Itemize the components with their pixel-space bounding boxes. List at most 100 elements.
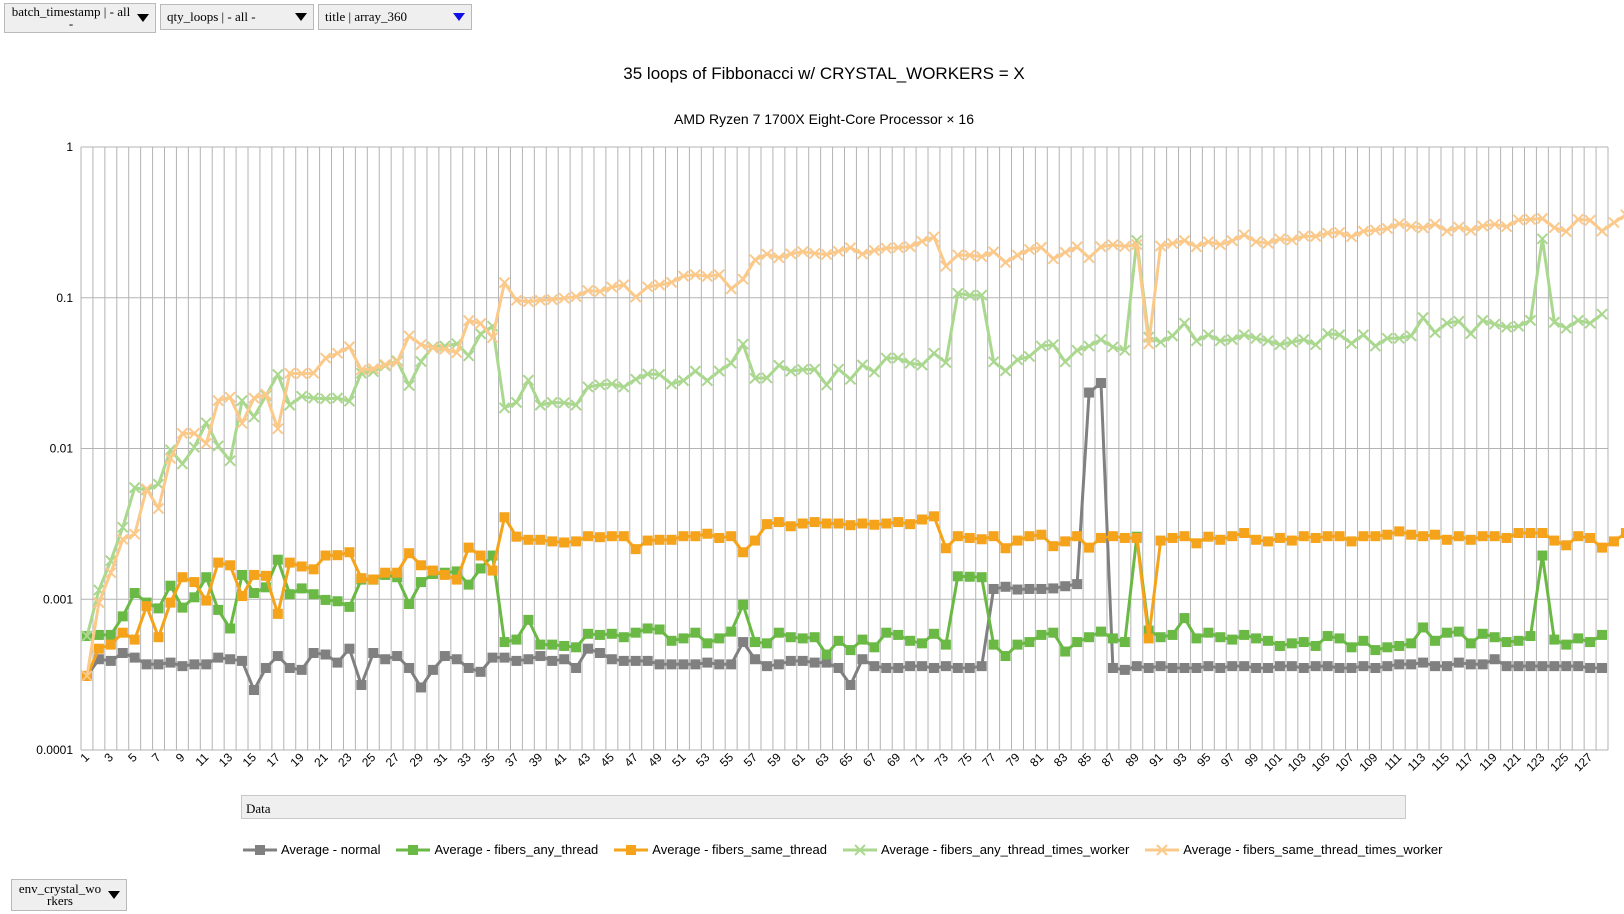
data-point [499,637,510,648]
data-point [367,363,379,375]
data-point [535,534,546,545]
qty-loops-filter[interactable]: qty_loops | - all - [160,4,314,30]
x-tick-label: 95 [1194,750,1214,770]
data-point [475,666,486,677]
x-tick-label: 35 [478,750,498,770]
data-point [821,649,832,660]
data-point [487,565,498,576]
data-point [368,574,379,585]
x-tick-label: 105 [1309,750,1333,774]
data-point [559,537,570,548]
data-point [952,287,964,300]
data-point [964,571,975,582]
data-point [1060,581,1071,592]
data-point [1608,216,1620,229]
x-tick-label: 59 [765,750,785,770]
data-field-button[interactable]: Data [241,795,1406,819]
data-point [1083,252,1095,264]
data-point [1512,320,1525,332]
data-point [1370,662,1381,673]
data-point [1549,535,1560,546]
data-point [498,402,511,414]
data-point [1203,661,1214,672]
data-point [1119,637,1130,648]
data-point [1214,238,1226,251]
data-point [917,661,928,672]
data-point [665,276,678,289]
batch-timestamp-filter[interactable]: batch_timestamp | - all - [4,3,156,33]
data-point [1501,661,1512,672]
data-point [606,531,617,542]
data-point [571,536,582,547]
data-point [1406,638,1417,649]
data-point [1561,639,1572,650]
data-point [773,252,785,264]
data-point [1095,241,1107,253]
data-point [1477,531,1488,542]
x-tick-label: 17 [264,750,284,770]
data-point [701,270,714,283]
data-point [1369,224,1382,236]
data-point [1155,535,1166,546]
data-point [1154,336,1167,348]
data-point [1513,661,1524,672]
data-point [1334,662,1345,673]
data-point [665,378,678,390]
data-point [499,512,510,523]
data-point [1513,635,1524,646]
data-point [415,682,426,693]
data-point [701,374,714,387]
data-point [1596,308,1608,320]
data-point [117,521,129,534]
data-point [1430,661,1441,672]
data-point [344,601,355,612]
data-point [1573,531,1584,542]
data-point [845,679,856,690]
data-point [177,572,188,583]
data-point [212,394,224,407]
x-tick-label: 81 [1027,750,1047,770]
data-point [988,583,999,594]
data-point [618,632,629,643]
data-point [523,534,534,545]
data-point [1059,356,1071,368]
x-tick-label: 19 [287,750,307,770]
data-point [1393,217,1405,230]
title-filter[interactable]: title | array_360 [318,4,472,30]
data-point [773,627,784,638]
legend-item-fibers-same-thread-times-worker: Average - fibers_same_thread_times_worke… [1145,842,1442,857]
data-point [284,557,295,568]
data-point [785,248,797,260]
data-point [1513,528,1524,539]
x-tick-label: 5 [125,750,140,765]
data-point [296,583,307,594]
data-point [511,655,522,666]
data-point [1143,338,1155,350]
data-point [176,458,189,470]
data-point [128,481,141,494]
data-point [964,249,976,261]
data-point [165,597,176,608]
data-point [486,332,499,344]
data-point [808,247,821,260]
data-point [546,396,558,409]
data-point [1346,642,1357,653]
legend-item-fibers-same-thread: Average - fibers_same_thread [614,842,827,857]
data-point [606,654,617,665]
data-point [93,596,105,609]
data-point [1500,321,1513,333]
data-point [546,293,558,306]
data-point [547,655,558,666]
data-point [296,664,307,675]
data-point [1226,333,1238,346]
gridlines [80,146,1609,751]
x-tick-label: 71 [908,750,928,770]
data-point [832,245,845,258]
x-tick-label: 43 [574,750,594,770]
data-point [1453,221,1465,233]
data-point [1059,246,1071,259]
title-filter-label: title | array_360 [325,9,408,24]
env-crystal-workers-filter[interactable]: env_crystal_workers [11,879,127,911]
y-tick-label: 1 [66,140,73,154]
data-point [201,595,212,606]
